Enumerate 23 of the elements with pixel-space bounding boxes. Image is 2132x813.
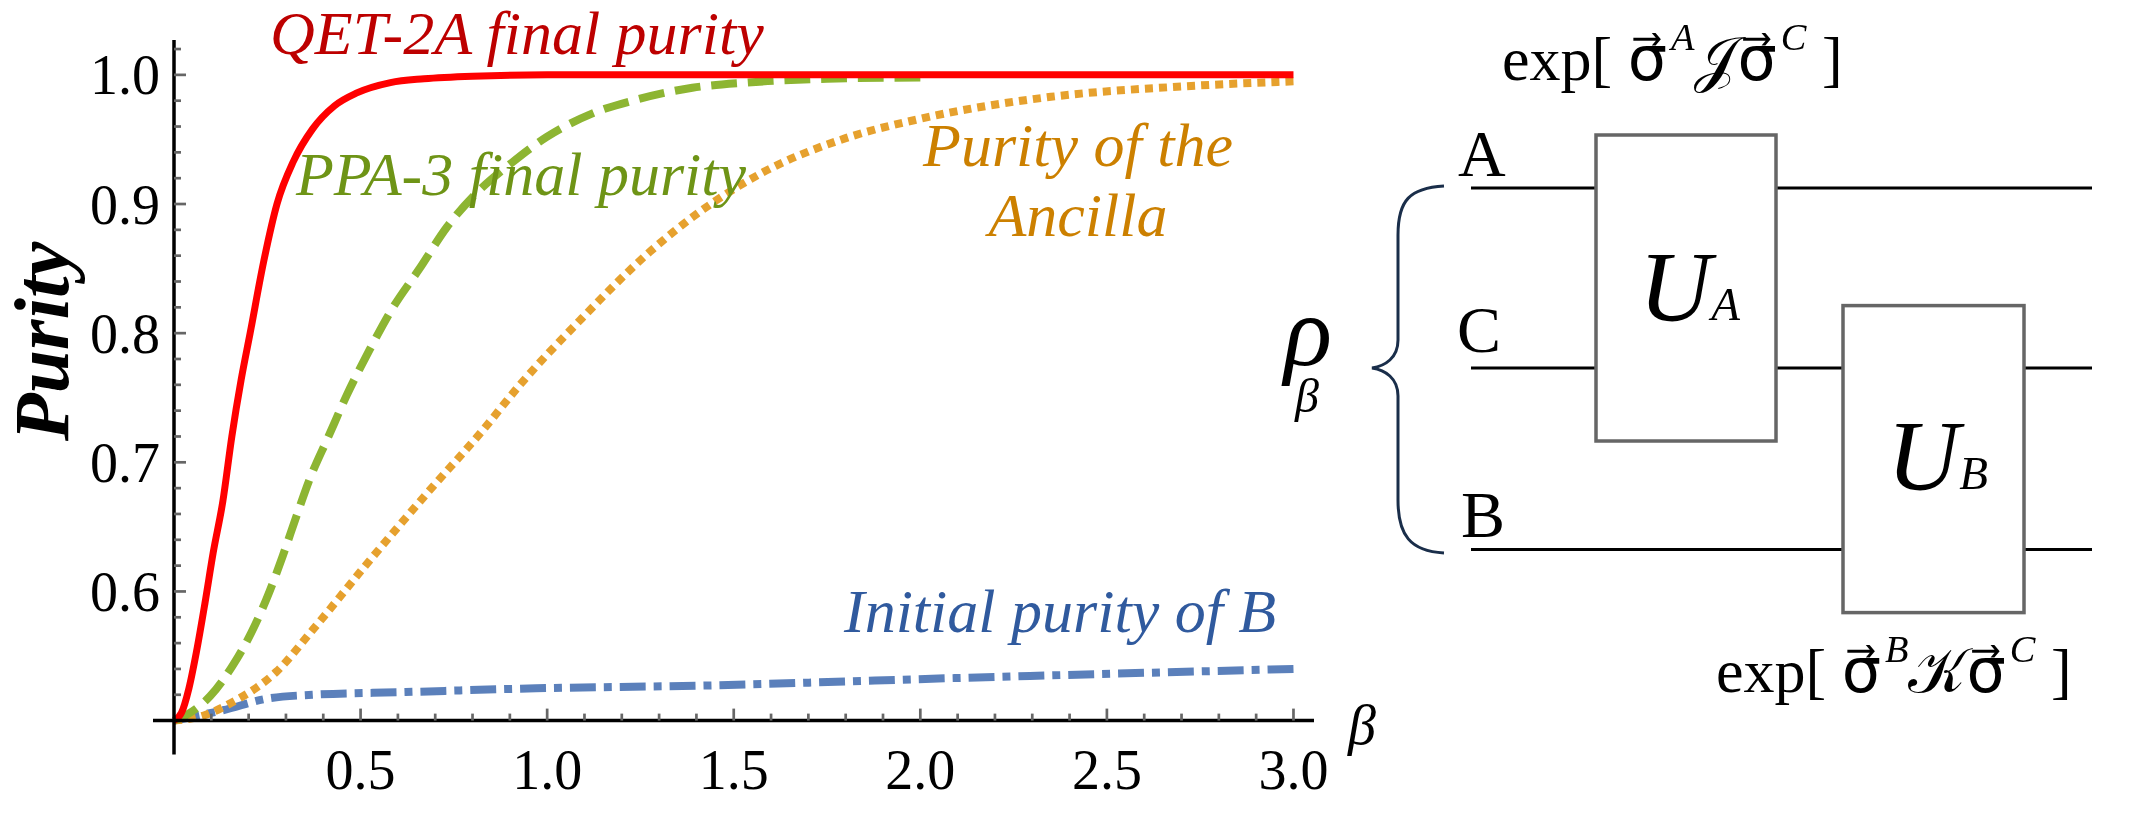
x-tick-label: 3.0	[1258, 738, 1329, 801]
text: exp[ σ⃗$^{B}$𝒦σ⃗$^{C}$ ]	[1716, 628, 2072, 705]
text: UA	[1639, 231, 1741, 342]
series-label: Purity of the Ancilla	[922, 111, 1233, 249]
y-axis-title: Purity	[0, 241, 85, 442]
x-tick-label: 2.0	[885, 738, 956, 801]
text: A	[1458, 117, 1506, 190]
y-tick-label: 0.8	[90, 302, 160, 365]
text: UB	[1887, 400, 1988, 511]
x-tick-label: 2.5	[1071, 738, 1142, 801]
text: exp[ σ⃗$^{A}$𝒥σ⃗$^{C}$ ]	[1502, 16, 1843, 93]
x-axis-title: β	[1347, 693, 1376, 756]
text: B	[1461, 478, 1506, 551]
x-tick-label: 0.5	[325, 738, 396, 801]
y-tick-label: 0.6	[90, 561, 160, 624]
y-tick-label: 1.0	[90, 44, 160, 107]
text: C	[1457, 293, 1502, 366]
x-tick-label: 1.5	[698, 738, 769, 801]
y-tick-label: 0.9	[90, 173, 160, 236]
series-label: QET-2A final purity	[270, 0, 765, 67]
series-label: Initial purity of B	[843, 577, 1277, 645]
y-tick-label: 0.7	[90, 431, 160, 494]
x-tick-label: 1.0	[512, 738, 583, 801]
